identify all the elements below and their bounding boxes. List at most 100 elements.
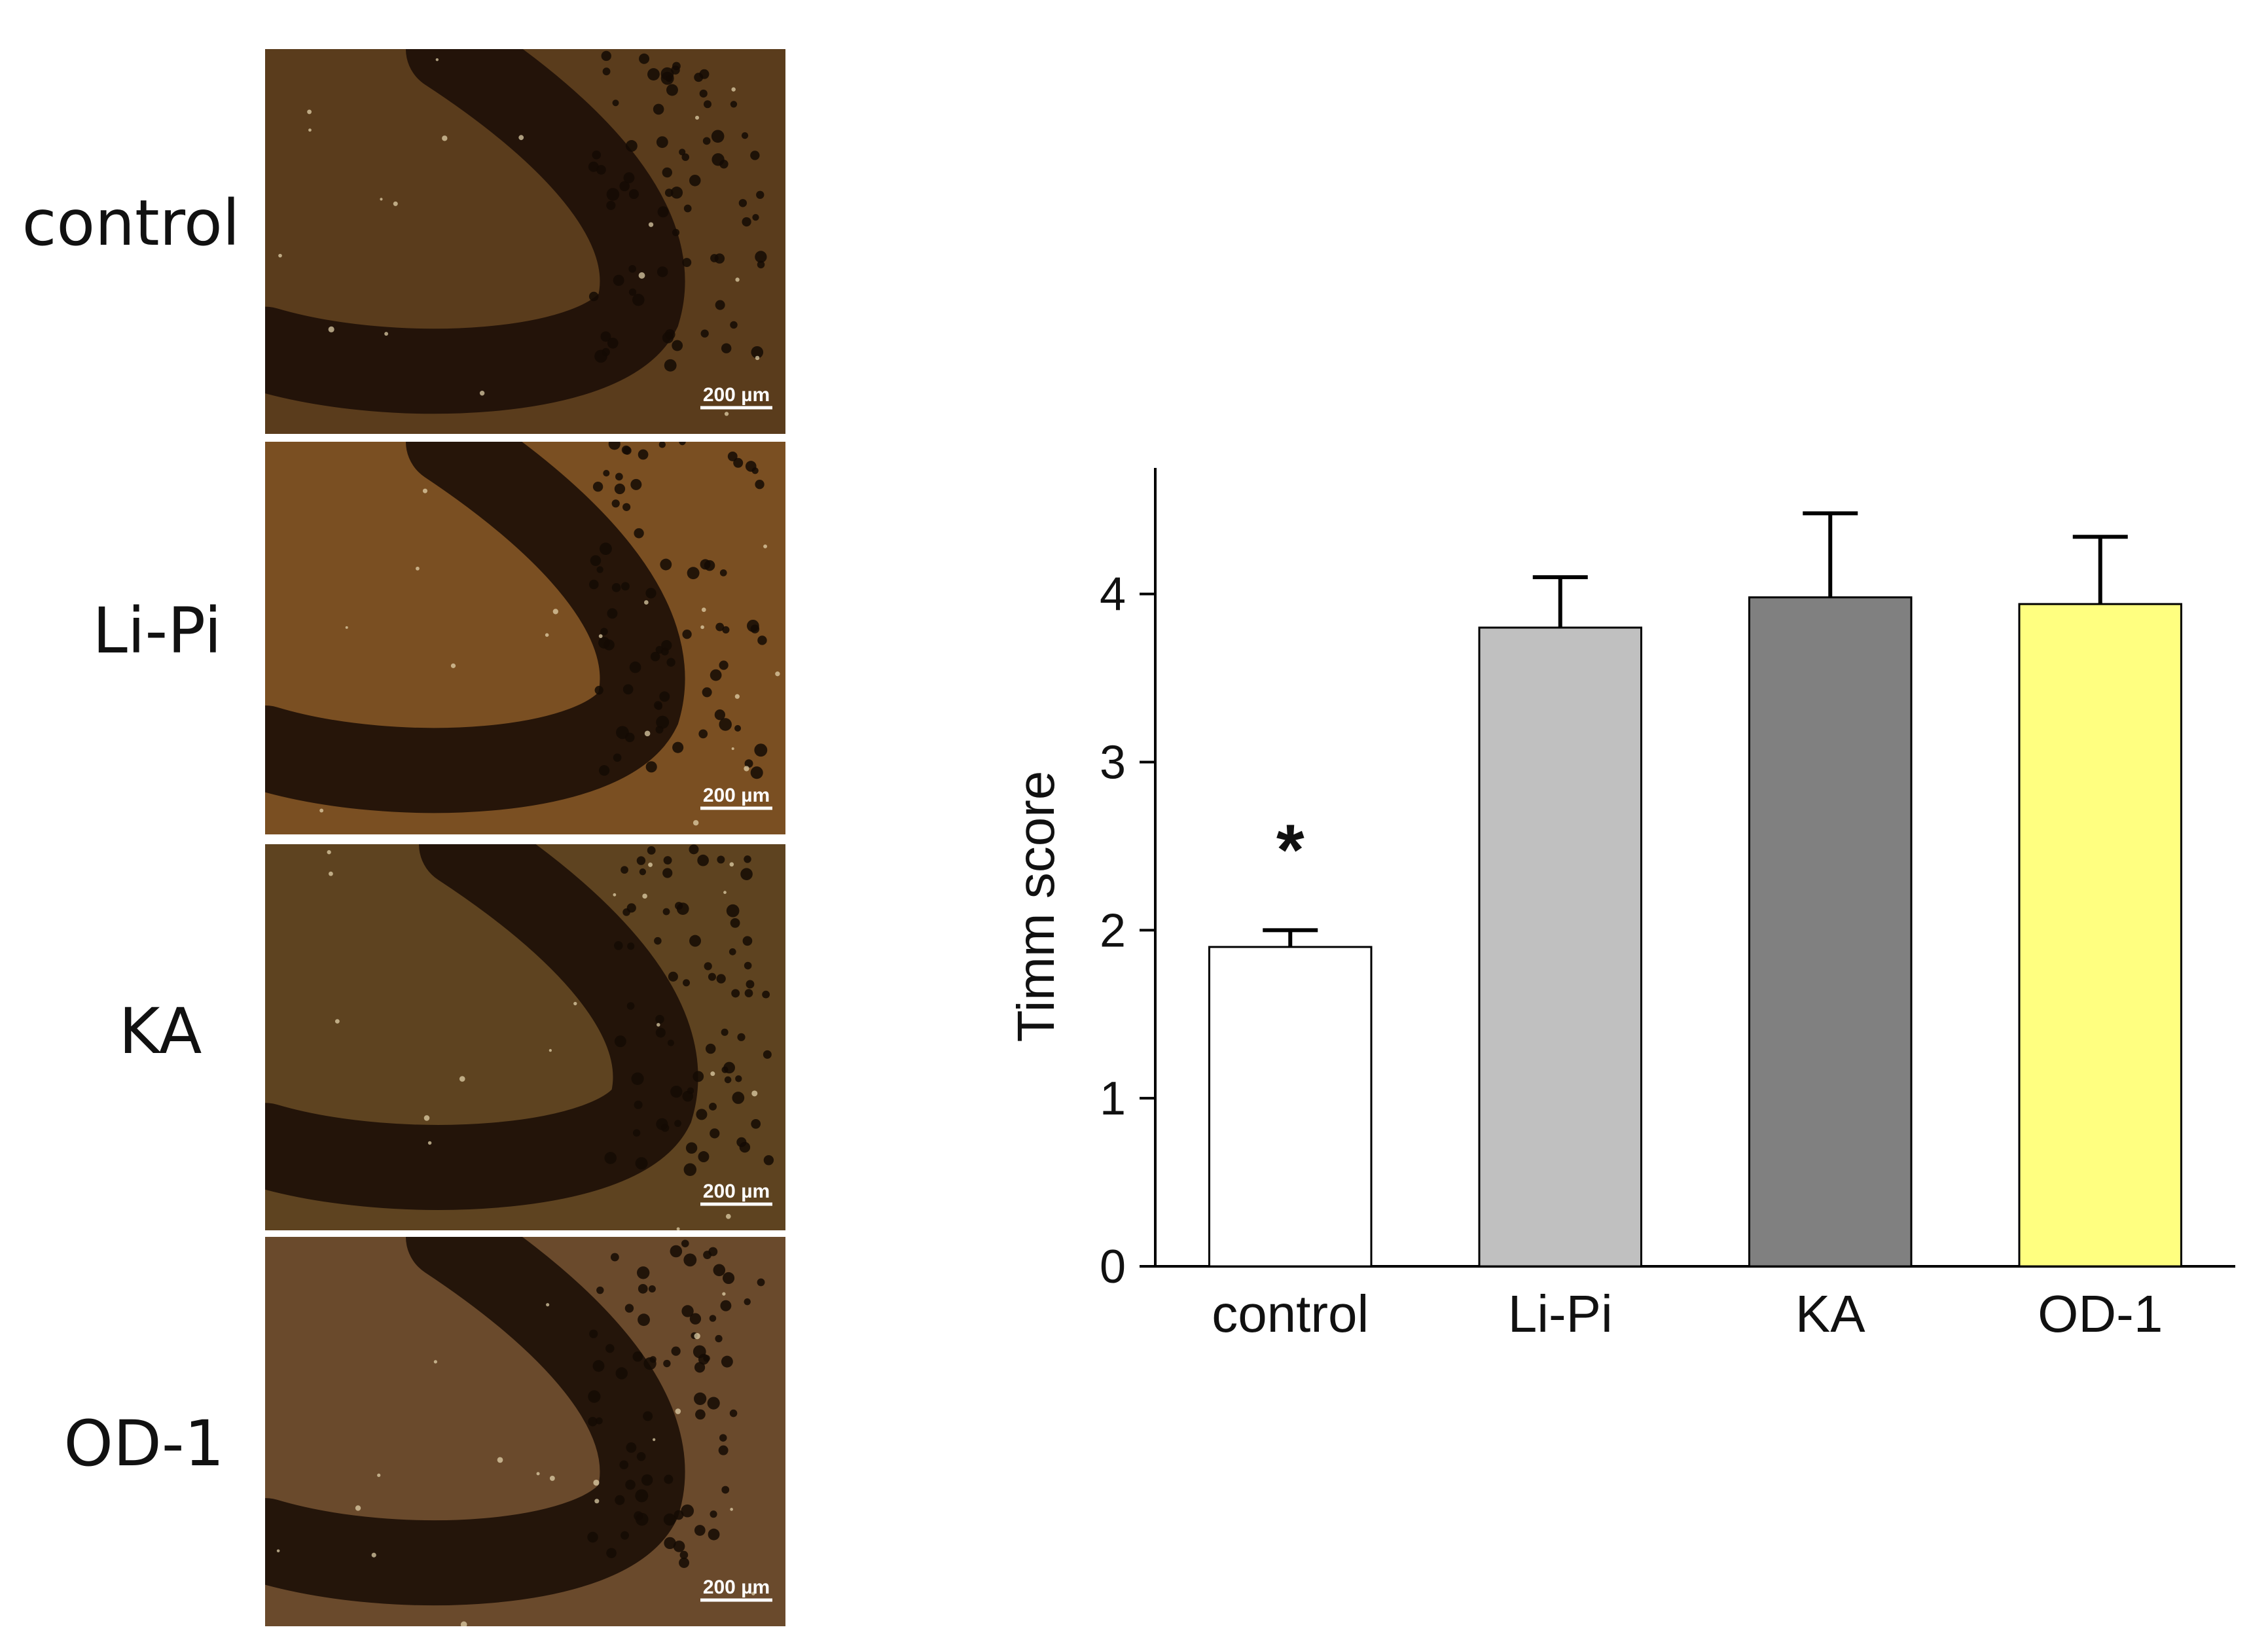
cell-dot (710, 669, 722, 681)
cell-dot (700, 329, 709, 338)
cell-dot (721, 1355, 733, 1368)
cell-dot (714, 709, 725, 721)
cell-dot (679, 442, 686, 446)
scale-bar-label: 200 µm (703, 384, 770, 406)
cell-dot (745, 461, 757, 472)
cell-dot (752, 213, 759, 221)
bright-speck (328, 326, 334, 332)
bright-speck (549, 1476, 555, 1481)
cell-dot (722, 626, 730, 633)
significance-asterisk: * (1276, 810, 1305, 890)
y-axis-label: Timm score (1007, 771, 1065, 1043)
bright-speck (723, 891, 727, 895)
panel-label-li-pi: Li-Pi (92, 594, 222, 668)
cell-dot (639, 868, 647, 876)
bright-speck (729, 862, 734, 867)
cell-dot (666, 658, 675, 667)
cell-dot (698, 1151, 710, 1163)
cell-dot (655, 1027, 666, 1038)
cell-dot (645, 588, 657, 599)
bar-control (1208, 946, 1373, 1268)
cell-dot (613, 753, 622, 762)
cell-dot (721, 1028, 729, 1036)
bright-speck (775, 671, 780, 677)
cell-dot (635, 1489, 649, 1503)
granule-cell-layer (265, 1237, 685, 1606)
bright-speck (573, 1001, 577, 1006)
cell-dot (681, 1239, 689, 1247)
cell-dot (755, 480, 765, 490)
cell-dot (622, 908, 630, 916)
bright-speck (435, 58, 439, 62)
cell-dot (670, 187, 683, 199)
cell-dot (674, 1120, 681, 1128)
cell-dot (621, 582, 630, 591)
cell-dot (655, 702, 662, 710)
cell-dot (662, 868, 673, 878)
bright-speck (722, 1292, 726, 1296)
cell-dot (709, 1103, 717, 1111)
cell-dot (744, 989, 753, 997)
x-tick-label: Li-Pi (1508, 1285, 1613, 1343)
cell-dot (754, 743, 768, 757)
bright-speck (423, 1115, 430, 1121)
cell-dot (658, 442, 666, 448)
cell-dot (726, 904, 740, 918)
cell-dot (589, 1329, 598, 1338)
cell-dot (636, 1452, 646, 1461)
cell-dot (592, 482, 603, 492)
bright-speck (518, 135, 524, 141)
cell-dot (675, 902, 683, 910)
bright-speck (377, 1473, 381, 1477)
bright-speck (329, 871, 333, 876)
x-tick-label: control (1212, 1285, 1369, 1343)
cell-dot (718, 1445, 729, 1455)
cell-dot (730, 321, 738, 329)
bright-speck (327, 850, 331, 855)
bright-speck (380, 198, 383, 201)
cell-dot (708, 1528, 720, 1541)
cell-dot (673, 1541, 685, 1552)
x-tick-label: OD-1 (2038, 1285, 2163, 1343)
cell-dot (721, 343, 732, 353)
cell-dot (702, 687, 712, 698)
cell-dot (710, 1128, 720, 1139)
bright-speck (751, 1592, 755, 1595)
cell-dot (689, 935, 702, 947)
cell-dot (719, 569, 727, 577)
cell-dot (614, 941, 623, 950)
cell-dot (628, 188, 639, 200)
timm-score-bar-chart: 0 1 2 3 4 Timm score control Li-Pi KA OD-1 * (1007, 468, 2235, 1343)
cell-dot (713, 1264, 726, 1277)
cell-dot (704, 962, 712, 971)
cell-dot (628, 265, 636, 273)
cell-dot (729, 1409, 738, 1417)
cell-dot (605, 1344, 615, 1353)
bright-speck (319, 808, 324, 813)
cell-dot (625, 140, 638, 152)
cell-dot (679, 1550, 689, 1560)
cell-dot (762, 990, 770, 999)
bright-speck (725, 1213, 731, 1219)
bright-speck (694, 1332, 700, 1340)
y-tick-label: 2 (1100, 904, 1126, 957)
scale-bar-label: 200 µm (703, 785, 770, 806)
bright-speck (593, 1479, 600, 1486)
cell-dot (603, 470, 610, 477)
cell-dot (729, 948, 736, 955)
bright-speck (450, 663, 456, 668)
cell-dot (721, 1486, 730, 1494)
cell-dot (621, 445, 631, 455)
cell-dot (596, 1286, 604, 1294)
bright-speck (731, 747, 734, 750)
cell-dot (724, 1076, 732, 1084)
bright-speck (676, 1227, 680, 1230)
cell-dot (600, 331, 611, 342)
bright-speck (613, 893, 617, 897)
bright-speck (734, 694, 740, 699)
bright-speck (427, 1141, 432, 1145)
cell-dot (668, 971, 678, 982)
cell-dot (707, 1397, 720, 1410)
cell-dot (588, 161, 599, 172)
cell-dot (608, 442, 621, 450)
